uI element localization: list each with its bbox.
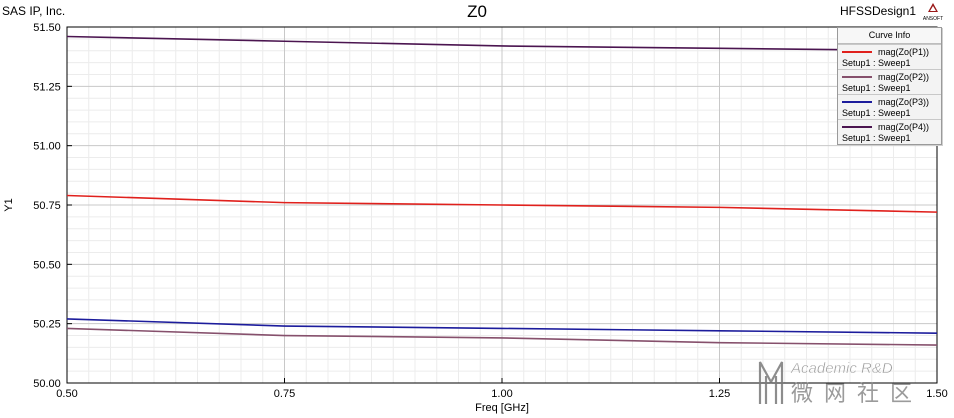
series-line-p4 [66,35,938,52]
legend-label-p1: mag(Zo(P1)) [878,47,930,57]
watermark-line2: 微 网 社 区 [791,382,914,407]
logo-text: ANSOFT [923,16,943,22]
legend-entry-p2[interactable]: mag(Zo(P2)) Setup1 : Sweep1 [838,69,941,94]
x-tick-label: 0.75 [274,388,295,400]
x-tick-label: 1.50 [926,388,947,400]
chart-title: Z0 [467,2,487,21]
x-tick-label: 0.50 [56,388,77,400]
legend-swatch-p2 [842,76,872,78]
legend-setup-p3: Setup1 : Sweep1 [842,108,911,118]
series-line-p1 [66,194,938,213]
legend-setup-p2: Setup1 : Sweep1 [842,83,911,93]
legend-label-p2: mag(Zo(P2)) [878,72,930,82]
legend-title: Curve Info [838,28,941,44]
legend-swatch-p3 [842,101,872,103]
x-axis-label: Freq [GHz] [475,402,529,414]
ansoft-logo-icon: ANSOFT [923,3,943,22]
series-line-p3 [66,318,938,334]
watermark-line1: Academic R&D [790,360,893,377]
y-tick-label: 51.00 [33,141,61,153]
legend-label-p3: mag(Zo(P3)) [878,97,930,107]
series-line-p2 [66,327,938,346]
axis-ticks: 0.50 0.75 1.00 1.25 1.50 50.00 50.25 50.50 50.75… [33,22,947,400]
legend-entry-p3[interactable]: mag(Zo(P3)) Setup1 : Sweep1 [838,94,941,119]
company-label: SAS IP, Inc. [2,4,66,18]
legend-label-p4: mag(Zo(P4)) [878,122,930,132]
legend-setup-p4: Setup1 : Sweep1 [842,133,911,143]
design-name: HFSSDesign1 [839,4,916,18]
series-lines [66,35,938,346]
x-tick-label: 1.25 [709,388,730,400]
x-tick-label: 1.00 [491,388,512,400]
legend-setup-p1: Setup1 : Sweep1 [842,58,911,68]
legend-entry-p4[interactable]: mag(Zo(P4)) Setup1 : Sweep1 [838,119,941,144]
curve-info-legend[interactable]: Curve Info mag(Zo(P1)) Setup1 : Sweep1 m… [837,27,942,145]
y-tick-label: 50.75 [33,200,61,212]
academic-rd-watermark: Academic R&D 微 网 社 区 [758,360,914,407]
y-tick-label: 51.50 [33,22,61,34]
y-axis-label: Y1 [3,198,15,211]
watermark-logo-icon [758,361,784,404]
legend-swatch-p4 [842,126,872,128]
legend-entry-p1[interactable]: mag(Zo(P1)) Setup1 : Sweep1 [838,44,941,69]
y-tick-label: 50.50 [33,259,61,271]
y-tick-label: 51.25 [33,81,61,93]
y-tick-label: 50.00 [33,378,61,390]
y-tick-label: 50.25 [33,319,61,331]
legend-swatch-p1 [842,51,872,53]
